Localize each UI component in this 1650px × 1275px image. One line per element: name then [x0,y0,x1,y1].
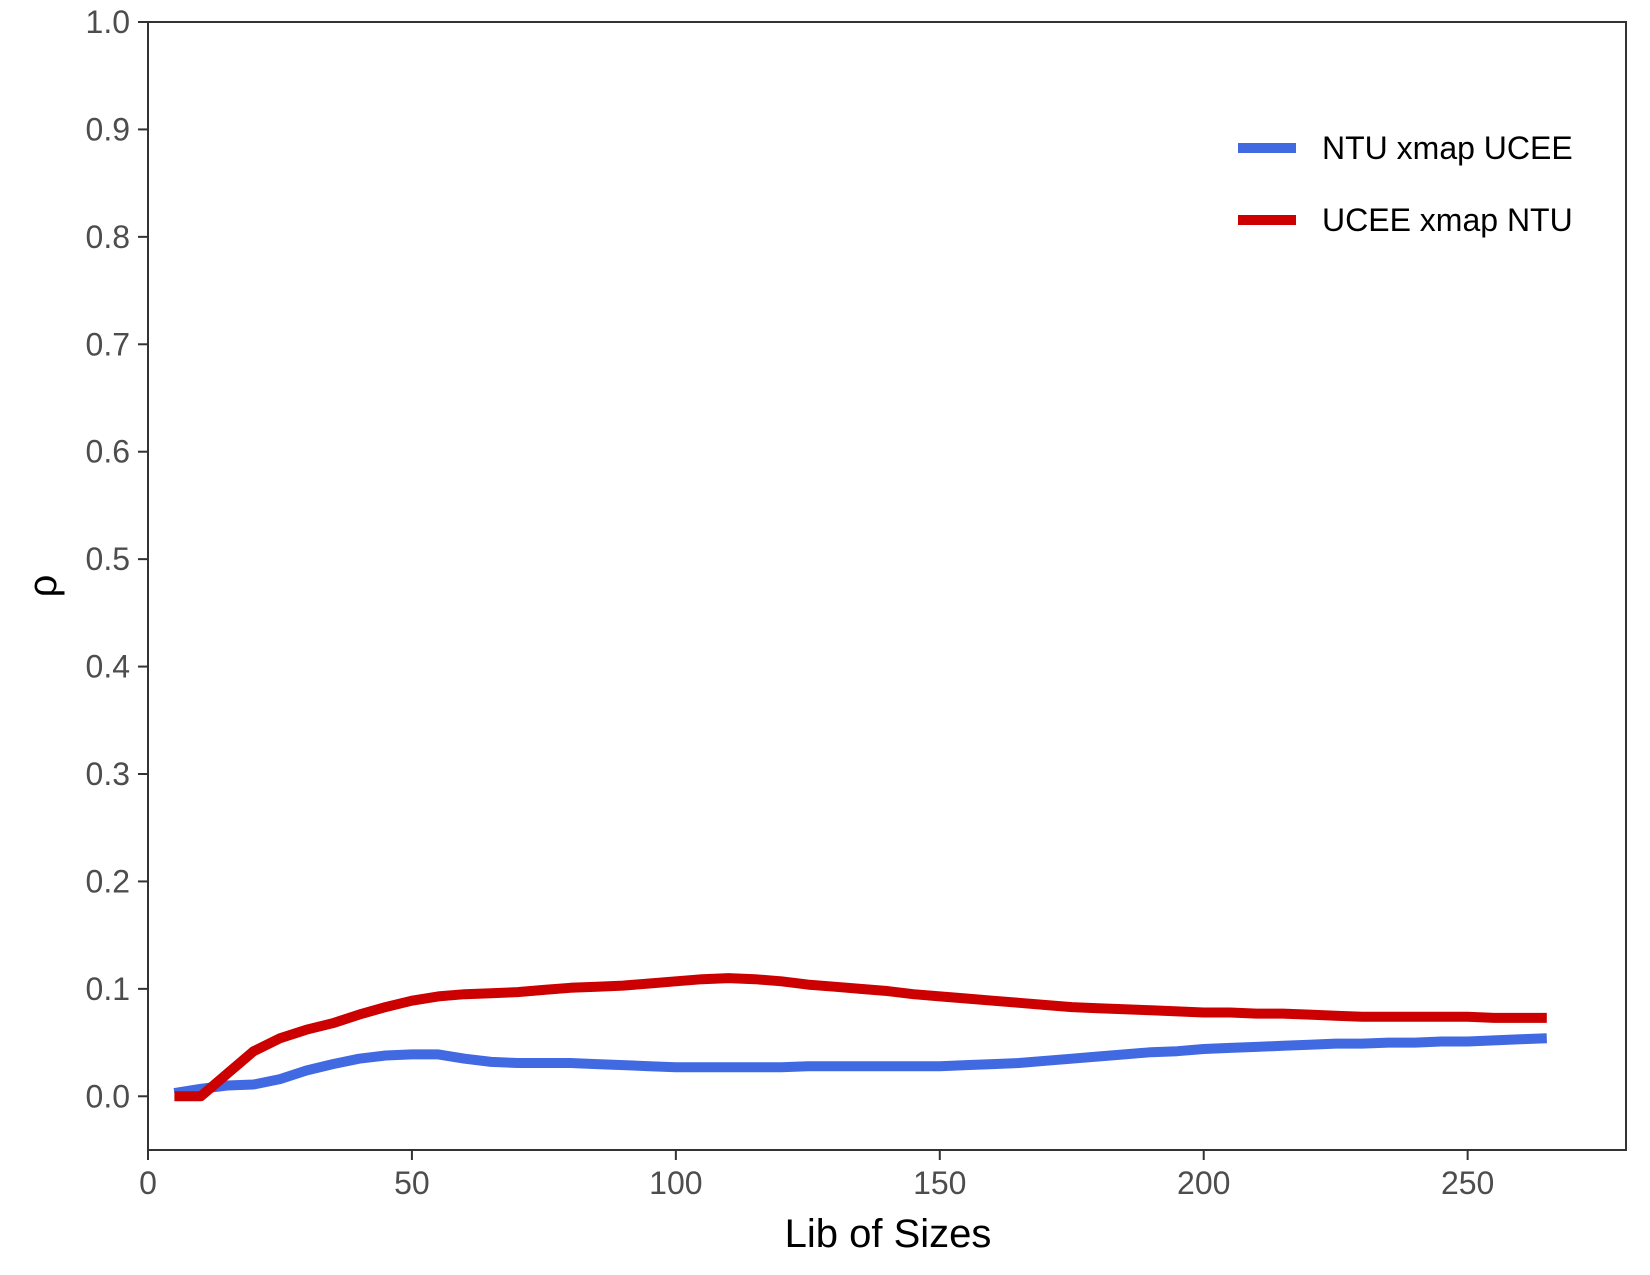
x-tick-label: 150 [913,1165,966,1201]
x-tick-label: 250 [1441,1165,1494,1201]
x-tick-label: 200 [1177,1165,1230,1201]
y-axis-ticks: 0.0 0.1 0.2 0.3 0.4 0.5 0.6 0.7 0.8 0.9 1.0 [86,4,148,1114]
series-line-2 [174,973,1547,1102]
legend-label-2: UCEE xmap NTU [1322,202,1573,238]
x-tick-label: 100 [649,1165,702,1201]
y-tick-label: 0.0 [86,1078,130,1114]
y-tick-label: 0.5 [86,541,130,577]
series-line-1 [173,1033,1547,1099]
x-tick-label: 50 [394,1165,430,1201]
y-tick-label: 0.8 [86,219,130,255]
y-tick-label: 0.4 [86,649,130,685]
y-tick-label: 0.1 [86,971,130,1007]
y-tick-label: 0.7 [86,326,130,362]
y-tick-label: 0.2 [86,863,130,899]
y-tick-label: 0.6 [86,434,130,470]
x-tick-label: 0 [139,1165,157,1201]
legend-label-1: NTU xmap UCEE [1322,130,1573,166]
y-tick-label: 0.3 [86,756,130,792]
y-axis-title: ρ [21,575,65,598]
legend: NTU xmap UCEE UCEE xmap NTU [1238,130,1573,238]
plot-panel [147,21,1627,1151]
series-lines [173,973,1547,1102]
x-axis-title: Lib of Sizes [785,1212,992,1256]
x-axis-ticks: 0 50 100 150 200 250 [139,1150,1494,1201]
y-tick-label: 1.0 [86,4,130,40]
y-tick-label: 0.9 [86,111,130,147]
